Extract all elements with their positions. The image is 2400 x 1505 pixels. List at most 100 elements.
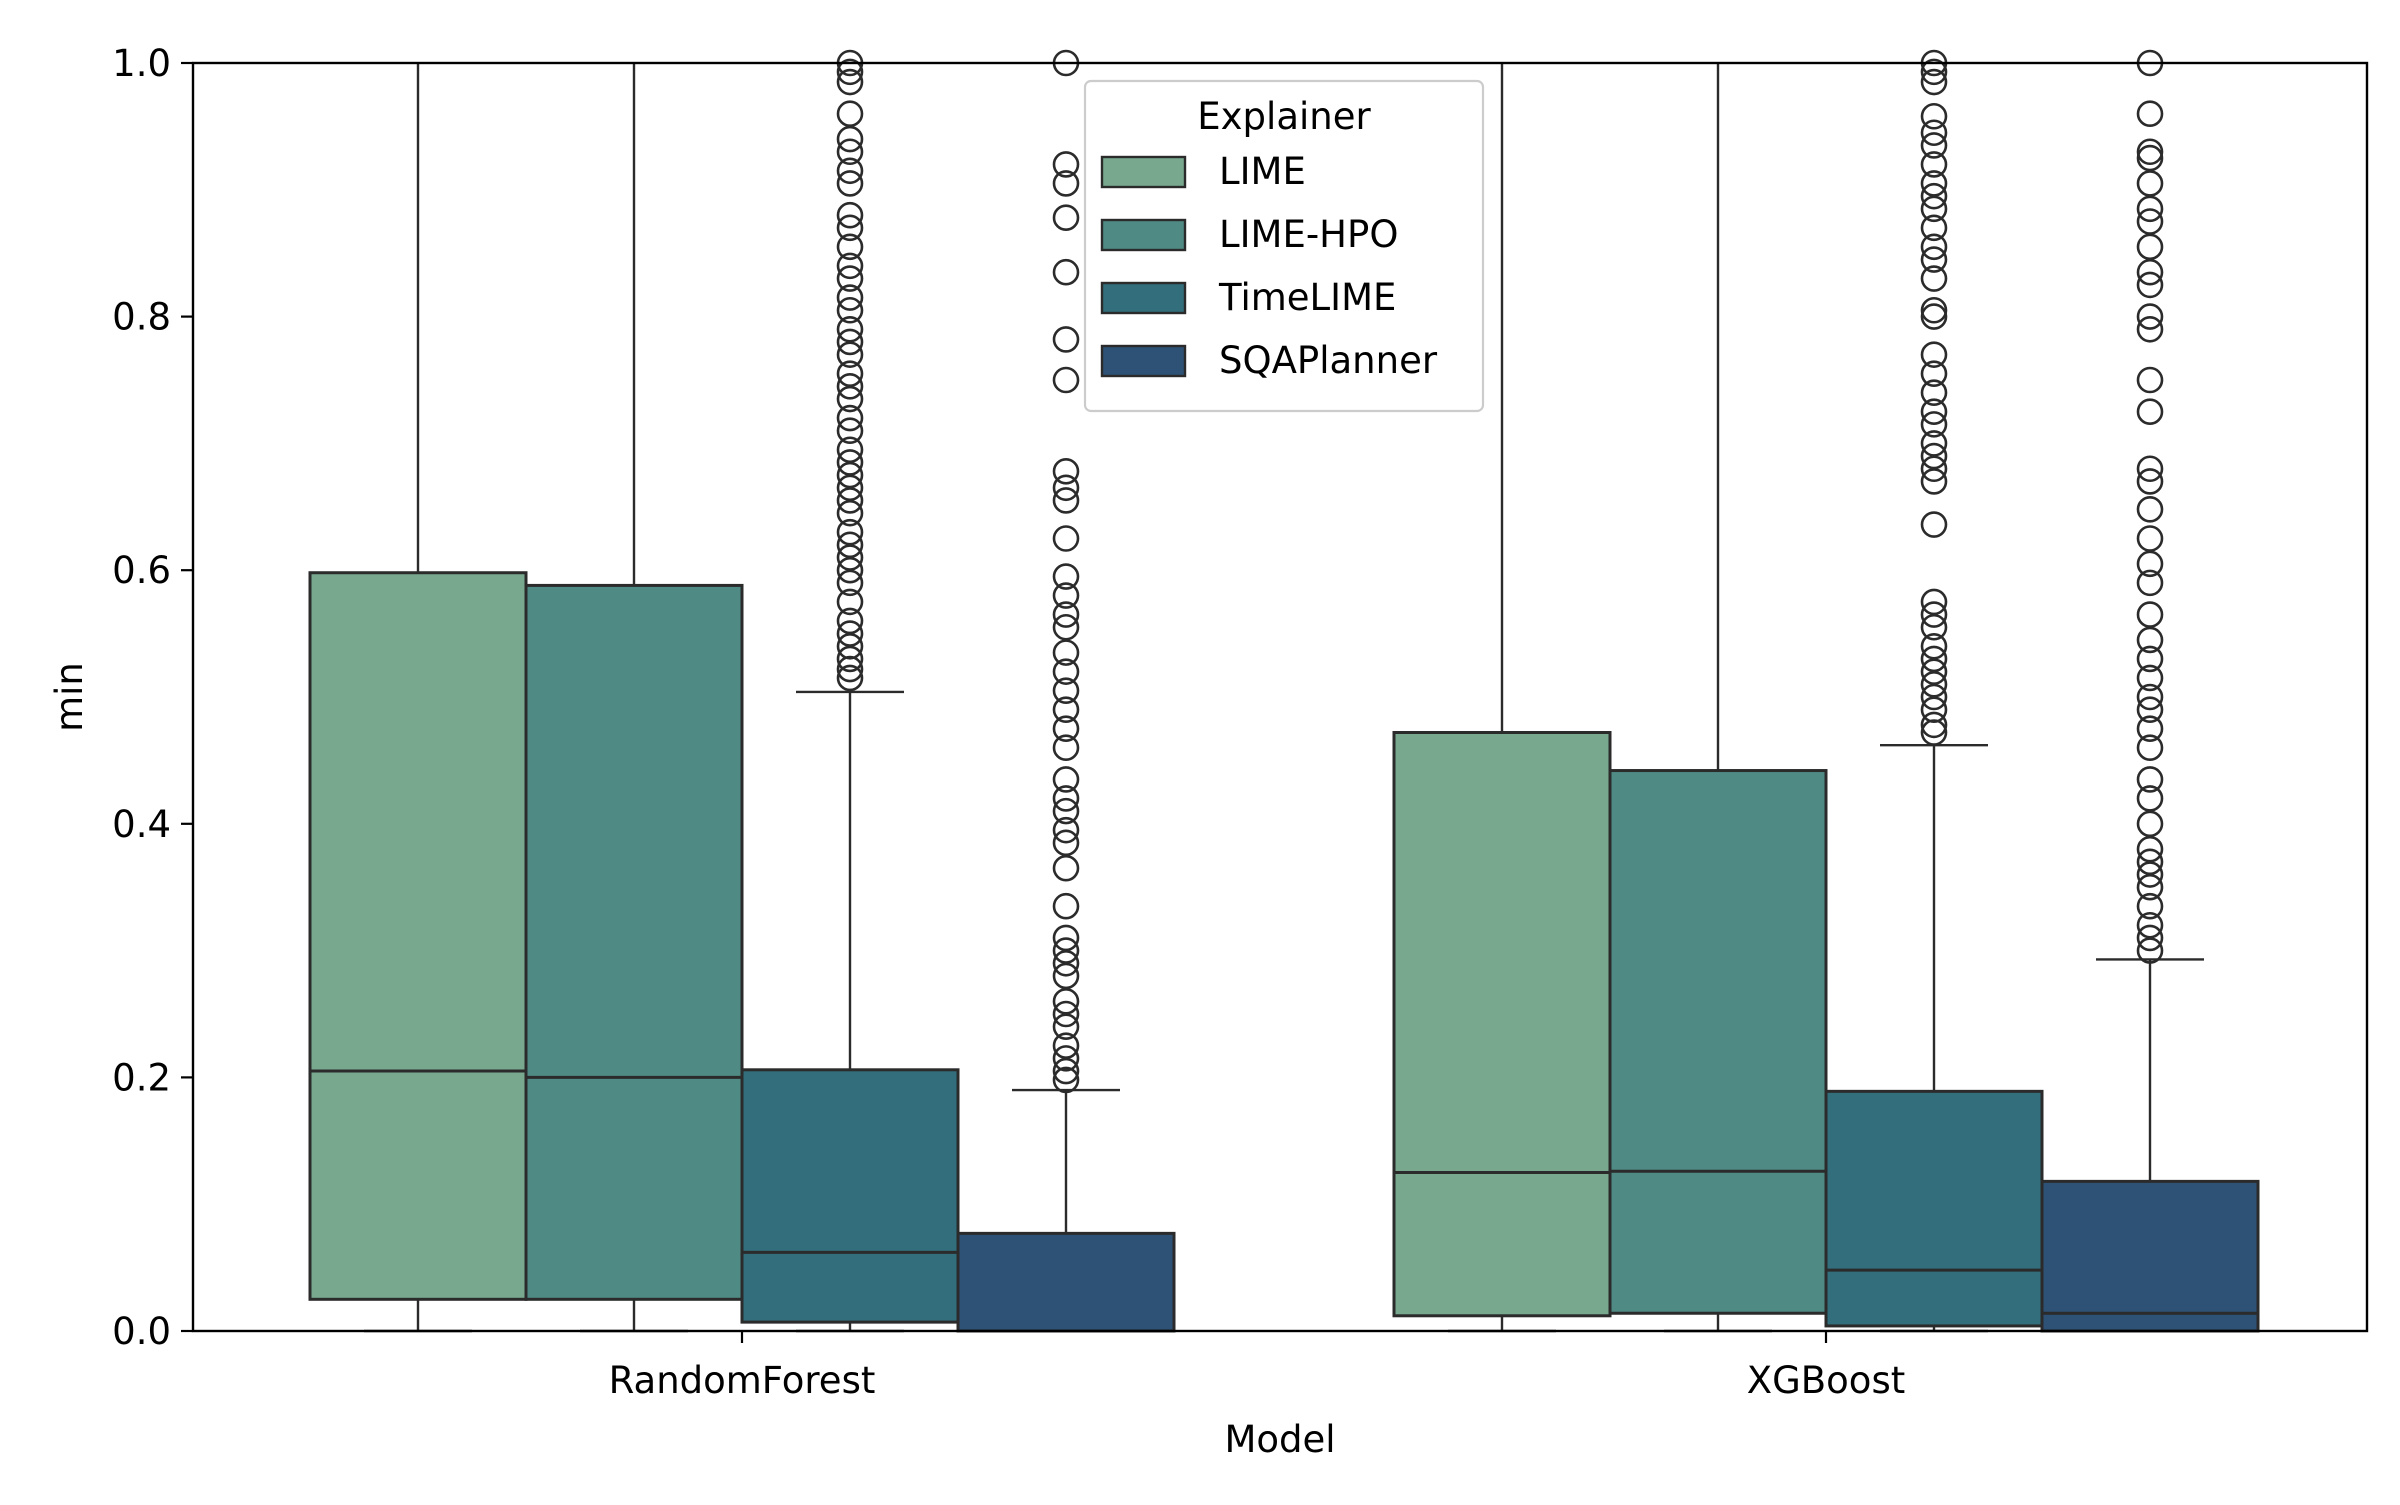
outlier-point (2136, 366, 2164, 394)
outlier-point (1052, 487, 1080, 514)
outlier-point (836, 436, 864, 464)
outlier-point (836, 315, 864, 343)
outlier-point (1052, 204, 1080, 231)
outlier-point (836, 201, 864, 229)
outlier-point (1052, 613, 1080, 641)
legend-entry-timelime: TimeLIME (1100, 276, 1396, 319)
outlier-point (2136, 861, 2164, 888)
outlier-point (1052, 988, 1080, 1015)
outlier-point (2136, 303, 2164, 330)
axes: 0.0 0.2 0.4 0.6 0.8 1.0 RandomForest XGBoost Mod… (48, 42, 2369, 1461)
outlier-point (836, 569, 864, 597)
outlier-point (836, 68, 864, 96)
outlier-point (836, 360, 864, 387)
outlier-point (1052, 766, 1080, 793)
outlier-point (836, 296, 864, 324)
outlier-point (836, 100, 864, 128)
outlier-point (1920, 195, 1948, 223)
legend-title: Explainer (1197, 95, 1371, 138)
outlier-point (836, 620, 864, 647)
outlier-point (2136, 696, 2164, 723)
outlier-point (1052, 677, 1080, 704)
outlier-point (836, 404, 864, 432)
outlier-point (2136, 271, 2164, 299)
outlier-point (836, 265, 864, 292)
outlier-point (2136, 734, 2164, 762)
box-lime-randomforest (308, 63, 528, 1333)
outlier-point (1052, 715, 1080, 743)
outlier-point (1920, 170, 1948, 197)
legend-entry-lime-hpo: LIME-HPO (1100, 213, 1398, 256)
outlier-point (1052, 734, 1080, 762)
outlier-point (1920, 632, 1948, 660)
outlier-point (1052, 151, 1080, 178)
outlier-point (1920, 341, 1948, 368)
outlier-point (1920, 151, 1948, 178)
outlier-point (1920, 671, 1948, 698)
outlier-point (836, 518, 864, 546)
outlier-point (836, 607, 864, 635)
outlier-point (2136, 785, 2164, 812)
y-tick-label: 0.6 (112, 549, 171, 592)
box-rect (1608, 769, 1828, 1315)
outlier-point (1052, 854, 1080, 882)
outlier-point (2136, 924, 2164, 952)
outlier-point (1920, 303, 1948, 330)
outlier-point (2136, 170, 2164, 197)
legend-swatch (1100, 155, 1187, 189)
outlier-point (2136, 766, 2164, 793)
outlier-point (1920, 442, 1948, 470)
outlier-point (836, 373, 864, 400)
outlier-point (2136, 683, 2164, 711)
y-tick-label: 0.2 (112, 1056, 171, 1099)
outlier-point (836, 474, 864, 502)
outlier-point (2136, 569, 2164, 597)
outlier-point (1052, 962, 1080, 990)
legend-label: LIME (1219, 150, 1306, 193)
outlier-point (1920, 132, 1948, 159)
legend-swatch (1100, 218, 1187, 252)
box-rect (1392, 731, 1612, 1318)
legend-label: LIME-HPO (1219, 213, 1398, 256)
outlier-point (2136, 626, 2164, 654)
outlier-point (1052, 658, 1080, 685)
outlier-point (1920, 683, 1948, 711)
outlier-point (836, 233, 864, 261)
outlier-point (1052, 1066, 1080, 1094)
outlier-point (1920, 214, 1948, 242)
outlier-point (836, 328, 864, 356)
series-sqaplanner (956, 49, 2260, 1333)
outlier-point (1920, 645, 1948, 673)
outlier-point (2136, 455, 2164, 483)
outlier-point (1920, 119, 1948, 147)
outlier-point (1920, 601, 1948, 628)
y-tick-label: 0.8 (112, 296, 171, 339)
x-tick-label: RandomForest (609, 1359, 876, 1402)
box-lime-hpo-xgboost (1608, 63, 1828, 1333)
outlier-point (836, 252, 864, 280)
outlier-point (1052, 601, 1080, 628)
outlier-point (836, 461, 864, 489)
outlier-point (2136, 398, 2164, 426)
outlier-point (836, 449, 864, 476)
outlier-point (1920, 265, 1948, 292)
outlier-point (836, 531, 864, 559)
legend-label: TimeLIME (1218, 276, 1396, 319)
outlier-point (2136, 468, 2164, 495)
outlier-point (1920, 58, 1948, 86)
y-tick-label: 0.4 (112, 803, 171, 846)
outlier-point (2136, 601, 2164, 628)
y-tick-label: 0.0 (112, 1310, 171, 1353)
outlier-point (1920, 233, 1948, 261)
outlier-point (1920, 182, 1948, 210)
outlier-point (836, 487, 864, 514)
outlier-point (1920, 246, 1948, 273)
y-tick-label: 1.0 (112, 42, 171, 85)
y-axis-label: min (48, 662, 91, 732)
outlier-point (836, 341, 864, 368)
outlier-point (2136, 848, 2164, 876)
box-rect (524, 583, 744, 1301)
outlier-point (836, 417, 864, 445)
outlier-point (2136, 233, 2164, 261)
